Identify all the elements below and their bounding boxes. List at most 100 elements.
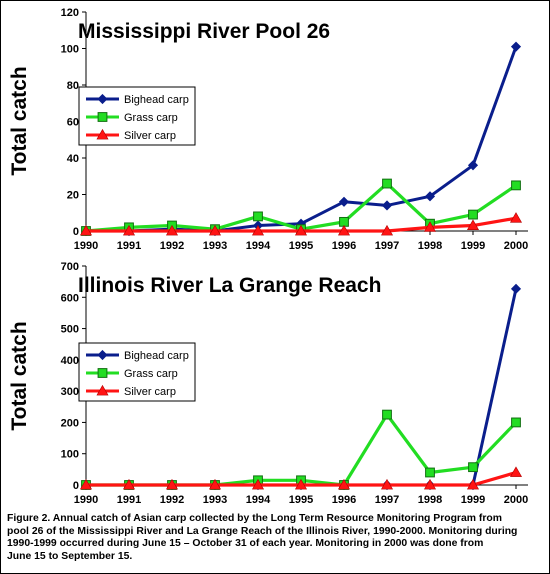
y-tick-label: 80 bbox=[67, 80, 79, 92]
x-tick-label: 1992 bbox=[160, 494, 184, 506]
y-tick-label: 100 bbox=[61, 44, 79, 56]
series-silver-carp bbox=[79, 466, 523, 490]
y-axis-title: Total catch bbox=[8, 66, 31, 175]
data-point bbox=[338, 196, 350, 207]
y-tick-label: 20 bbox=[67, 190, 79, 202]
x-tick-label: 1996 bbox=[332, 240, 356, 252]
data-point bbox=[509, 466, 523, 477]
x-tick-label: 1997 bbox=[375, 494, 399, 506]
legend-label: Silver carp bbox=[124, 386, 176, 398]
data-point bbox=[380, 478, 394, 490]
x-tick-label: 2000 bbox=[504, 240, 528, 252]
data-point bbox=[468, 209, 478, 220]
caption-line: 1990-1999 occurred during June 15 – Octo… bbox=[7, 538, 484, 550]
data-point bbox=[294, 478, 308, 490]
series-silver-carp bbox=[79, 212, 523, 236]
legend: Bighead carp Grass carp Silver carp bbox=[78, 342, 196, 402]
x-tick-label: 1992 bbox=[160, 240, 184, 252]
caption-line: Figure 2. Annual catch of Asian carp col… bbox=[7, 513, 502, 524]
y-tick-label: 300 bbox=[61, 386, 79, 398]
series-grass-carp bbox=[81, 409, 521, 490]
x-tick-label: 1996 bbox=[332, 494, 356, 506]
data-point bbox=[423, 478, 437, 490]
data-point bbox=[337, 224, 351, 236]
y-tick-label: 400 bbox=[61, 355, 79, 367]
data-point bbox=[337, 478, 351, 490]
data-point bbox=[97, 349, 108, 361]
data-point bbox=[510, 283, 522, 294]
y-tick-label: 500 bbox=[61, 324, 79, 336]
data-point bbox=[425, 467, 435, 478]
data-point bbox=[122, 224, 136, 236]
caption-line: June 15 to September 15. bbox=[7, 551, 133, 563]
x-tick-label: 1993 bbox=[203, 240, 227, 252]
data-point bbox=[510, 41, 522, 52]
x-tick-label: 1998 bbox=[418, 494, 442, 506]
y-tick-label: 0 bbox=[73, 226, 79, 238]
chart-panel-1: 0 20 40 60 80 100 120 1990 1991 1992 1993 1994 1995 1… bbox=[8, 7, 528, 252]
y-tick-label: 600 bbox=[61, 292, 79, 304]
figure-caption: Figure 2. Annual catch of Asian carp col… bbox=[7, 513, 545, 564]
x-tick-label: 1999 bbox=[461, 494, 485, 506]
legend-label: Silver carp bbox=[124, 130, 176, 142]
legend-label: Grass carp bbox=[124, 368, 178, 380]
y-axis-title: Total catch bbox=[8, 321, 31, 430]
y-tick-label: 200 bbox=[61, 417, 79, 429]
data-point bbox=[165, 224, 179, 236]
y-tick-label: 700 bbox=[61, 261, 79, 273]
x-tick-label: 1990 bbox=[74, 494, 98, 506]
data-point bbox=[468, 462, 478, 473]
data-point bbox=[423, 221, 437, 232]
data-point bbox=[208, 478, 222, 490]
x-tick-label: 1999 bbox=[461, 240, 485, 252]
data-point bbox=[381, 200, 393, 211]
data-point bbox=[466, 478, 480, 490]
x-tick-label: 1994 bbox=[246, 240, 271, 252]
chart-panel-2: 0 100 200 300 400 500 600 700 1990 1991 1992 1993 19… bbox=[8, 261, 528, 506]
x-tick-label: 1997 bbox=[375, 240, 399, 252]
y-tick-label: 0 bbox=[73, 480, 79, 492]
legend-label: Grass carp bbox=[124, 112, 178, 124]
chart-title: Mississippi River Pool 26 bbox=[78, 20, 330, 43]
x-tick-label: 1991 bbox=[117, 240, 141, 252]
legend-label: Bighead carp bbox=[124, 350, 189, 362]
data-point bbox=[97, 112, 108, 122]
data-point bbox=[466, 219, 480, 230]
data-point bbox=[122, 478, 136, 490]
x-tick-label: 1998 bbox=[418, 240, 442, 252]
data-point bbox=[467, 160, 479, 171]
legend-label: Bighead carp bbox=[124, 94, 189, 106]
x-tick-label: 1990 bbox=[74, 240, 98, 252]
y-tick-label: 40 bbox=[67, 153, 79, 165]
data-point bbox=[96, 128, 109, 140]
y-tick-label: 60 bbox=[67, 117, 79, 129]
data-point bbox=[294, 224, 308, 236]
data-point bbox=[97, 93, 108, 105]
data-point bbox=[382, 409, 392, 420]
x-tick-label: 1995 bbox=[289, 240, 313, 252]
data-point bbox=[251, 224, 265, 236]
data-point bbox=[208, 224, 222, 236]
data-point bbox=[509, 212, 523, 223]
data-point bbox=[511, 417, 521, 428]
x-tick-label: 1995 bbox=[289, 494, 313, 506]
data-point bbox=[251, 478, 265, 490]
legend: Bighead carp Grass carp Silver carp bbox=[78, 86, 196, 146]
chart-title: Illinois River La Grange Reach bbox=[78, 274, 381, 297]
y-tick-label: 120 bbox=[61, 7, 79, 19]
data-point bbox=[253, 211, 263, 222]
x-tick-label: 2000 bbox=[504, 494, 528, 506]
data-point bbox=[511, 180, 521, 191]
data-point bbox=[380, 224, 394, 236]
data-point bbox=[79, 478, 93, 490]
data-point bbox=[96, 384, 109, 396]
x-tick-label: 1994 bbox=[246, 494, 271, 506]
data-point bbox=[382, 178, 392, 189]
data-point bbox=[79, 224, 93, 236]
series-line bbox=[86, 413, 518, 487]
data-point bbox=[424, 191, 436, 202]
data-point bbox=[165, 478, 179, 490]
y-tick-label: 100 bbox=[61, 449, 79, 461]
x-tick-label: 1991 bbox=[117, 494, 141, 506]
